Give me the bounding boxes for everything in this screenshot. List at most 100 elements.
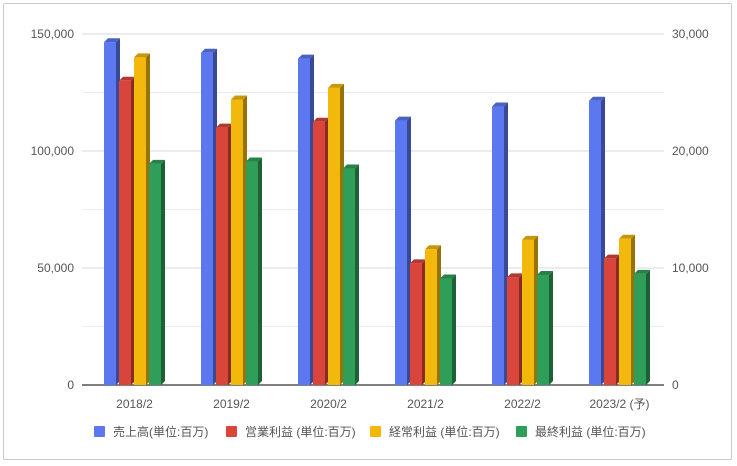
right-tick-label: 0	[672, 378, 679, 392]
chart-svg: 0 50,000 100,000 150,000 0 10,000 20,000 30,00…	[31, 27, 709, 439]
category-label: 2022/2	[504, 397, 541, 411]
bar-front	[604, 258, 616, 385]
bar-top	[589, 96, 605, 101]
bar-3-3	[328, 83, 344, 385]
category-label: 2020/2	[310, 397, 347, 411]
right-tick-label: 20,000	[672, 144, 709, 158]
bar-4-5	[537, 271, 553, 385]
bar-top	[201, 48, 217, 53]
bar-1-5	[492, 102, 508, 385]
category-label: 2018/2	[116, 397, 153, 411]
bar-front	[634, 273, 646, 385]
right-axis: 0 10,000 20,000 30,000	[672, 27, 709, 392]
bar-side	[258, 157, 262, 385]
bar-top	[492, 102, 508, 107]
bar-front	[425, 249, 437, 385]
bar-top	[134, 53, 150, 58]
bar-front	[201, 52, 213, 385]
legend-item-2: 営業利益 (単位:百万)	[226, 424, 356, 439]
left-tick-label: 50,000	[37, 261, 74, 275]
bar-top	[149, 159, 165, 164]
bar-top	[313, 117, 329, 122]
bar-front	[589, 100, 601, 385]
chart-frame: 0 50,000 100,000 150,000 0 10,000 20,000 30,00…	[3, 3, 732, 460]
bar-top	[634, 269, 650, 274]
bar-front	[134, 57, 146, 386]
bar-top	[216, 123, 232, 128]
bar-top	[425, 245, 441, 250]
bar-front	[231, 99, 243, 386]
bar-top	[328, 83, 344, 88]
bar-4-4	[440, 274, 456, 385]
legend-swatch	[516, 426, 527, 437]
legend-swatch	[226, 426, 237, 437]
bar-front	[343, 168, 355, 385]
bar-2-5	[507, 273, 523, 385]
bar-top	[343, 164, 359, 169]
bar-top	[395, 116, 411, 121]
bar-side	[355, 164, 359, 385]
bar-front	[149, 163, 161, 385]
bar-3-6	[619, 234, 635, 385]
legend-label: 売上高(単位:百万)	[113, 424, 208, 439]
bar-top	[246, 157, 262, 162]
legend-item-4: 最終利益 (単位:百万)	[516, 424, 646, 439]
bar-top	[410, 259, 426, 264]
legend-label: 営業利益 (単位:百万)	[245, 424, 356, 439]
legend-label: 最終利益 (単位:百万)	[535, 424, 646, 439]
category-label: 2021/2	[407, 397, 444, 411]
bar-4-2	[246, 157, 262, 385]
bar-3-1	[134, 53, 150, 386]
bar-side	[549, 271, 553, 385]
bar-groups	[104, 38, 650, 386]
bar-top	[119, 76, 135, 81]
bar-front	[119, 80, 131, 386]
bar-front	[298, 58, 310, 385]
bar-top	[298, 54, 314, 59]
category-label: 2019/2	[213, 397, 250, 411]
bar-front	[492, 106, 504, 385]
bar-3-4	[425, 245, 441, 385]
bar-front	[440, 278, 452, 385]
bar-4-1	[149, 159, 165, 385]
left-tick-label: 150,000	[31, 27, 75, 41]
bar-4-6	[634, 269, 650, 385]
legend-swatch	[370, 426, 381, 437]
bar-top	[537, 271, 553, 276]
left-axis: 0 50,000 100,000 150,000	[31, 27, 75, 392]
bar-top	[604, 254, 620, 259]
bar-front	[410, 263, 422, 385]
bar-top	[619, 234, 635, 239]
bar-3-2	[231, 95, 247, 386]
bar-front	[246, 161, 258, 385]
bar-1-1	[104, 38, 120, 385]
bar-front	[313, 121, 325, 385]
bar-2-2	[216, 123, 232, 385]
bar-front	[619, 238, 631, 385]
left-tick-label: 100,000	[31, 144, 75, 158]
bar-2-4	[410, 259, 426, 385]
bar-3-5	[522, 235, 538, 385]
bar-top	[104, 38, 120, 43]
bar-side	[452, 274, 456, 385]
x-axis: 2018/2 2019/2 2020/2 2021/2 2022/2 2023/2 (予)	[116, 397, 649, 411]
bar-side	[646, 269, 650, 385]
bar-front	[328, 87, 340, 385]
bar-1-2	[201, 48, 217, 385]
bar-front	[216, 127, 228, 385]
bar-front	[522, 239, 534, 385]
bar-4-3	[343, 164, 359, 385]
bar-1-6	[589, 96, 605, 385]
bar-front	[507, 277, 519, 385]
grid-lines	[82, 33, 664, 386]
bar-side	[161, 159, 165, 385]
bar-top	[507, 273, 523, 278]
bar-top	[231, 95, 247, 100]
bar-1-3	[298, 54, 314, 385]
legend-item-1: 売上高(単位:百万)	[94, 424, 208, 439]
bar-top	[440, 274, 456, 279]
legend-label: 経常利益 (単位:百万)	[389, 424, 500, 439]
right-tick-label: 30,000	[672, 27, 709, 41]
bar-2-6	[604, 254, 620, 385]
bar-front	[537, 275, 549, 385]
